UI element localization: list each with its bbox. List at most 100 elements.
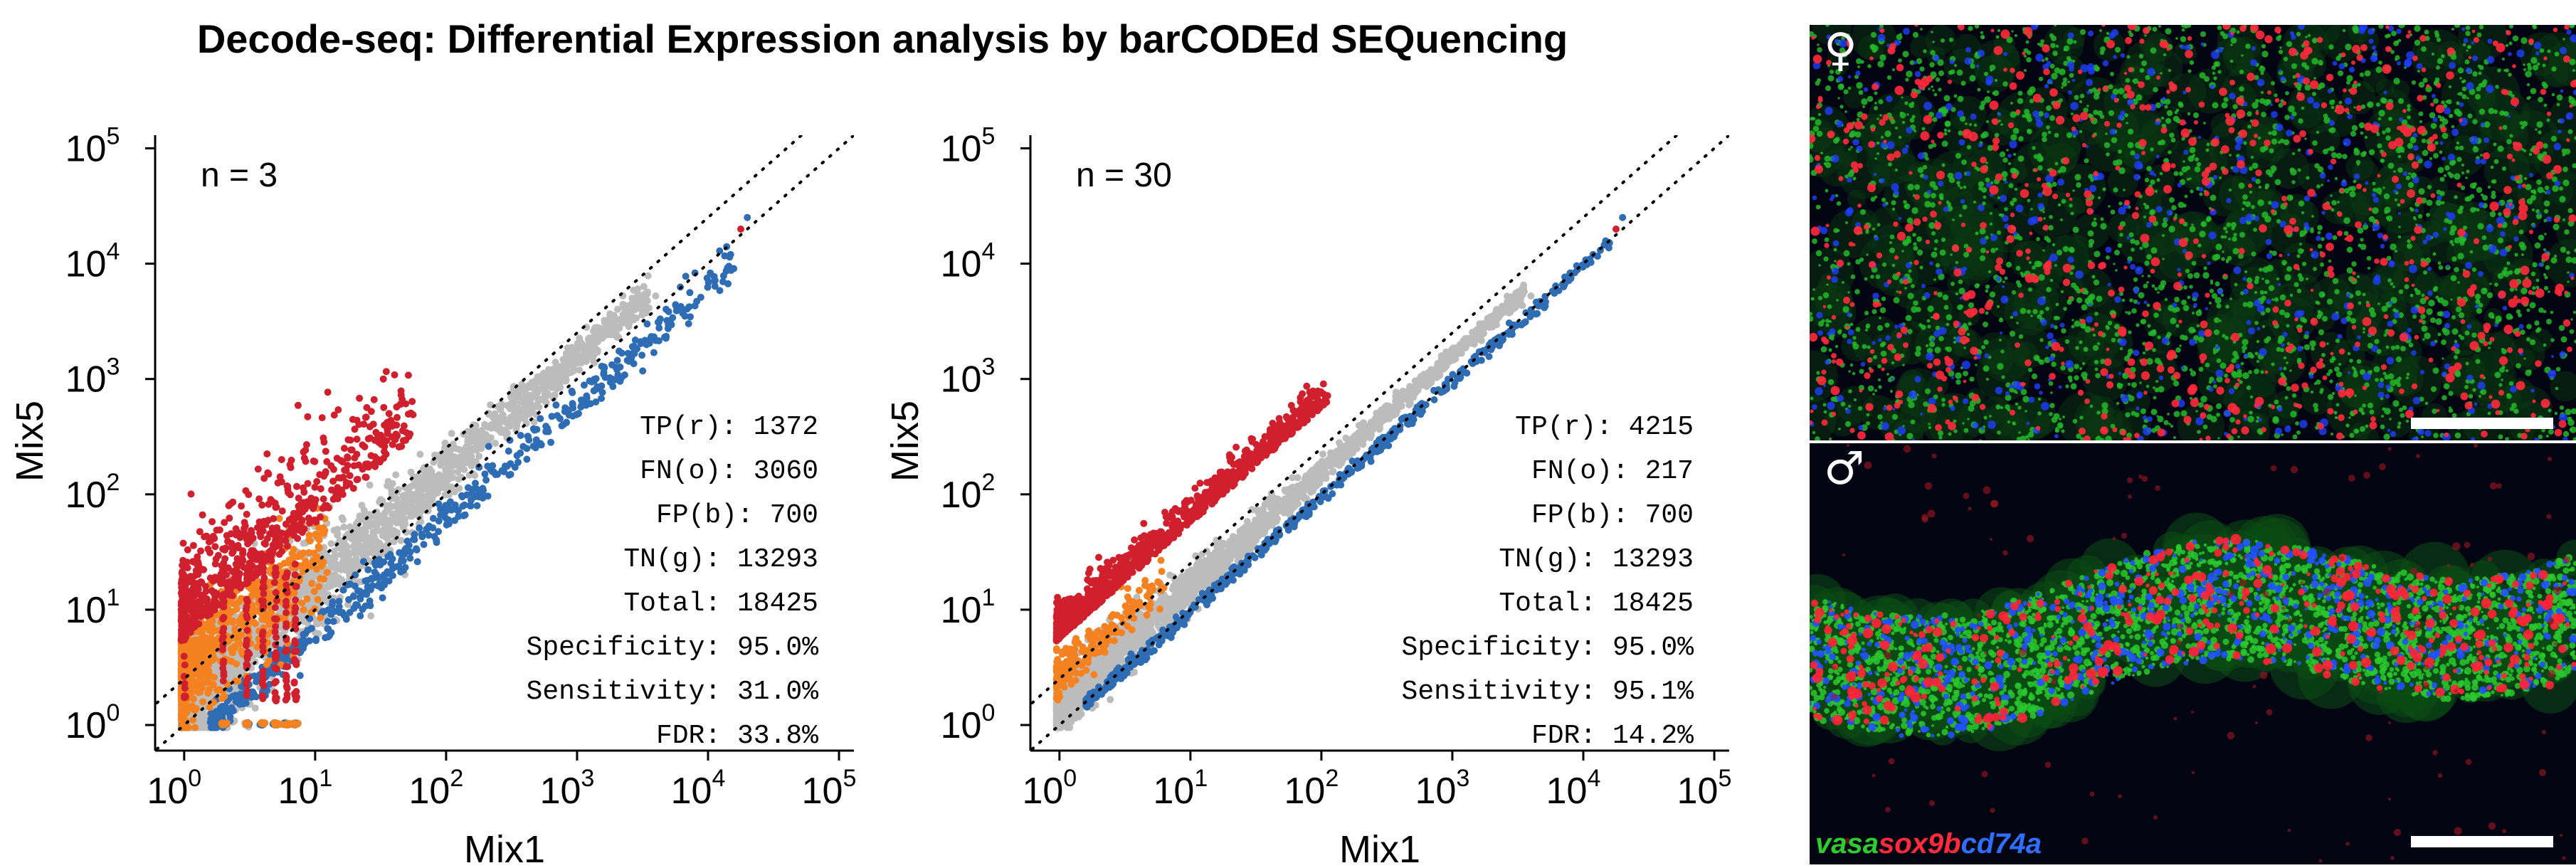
data-point: [199, 698, 207, 706]
data-point: [354, 475, 361, 483]
data-point: [614, 305, 621, 313]
data-point: [260, 517, 268, 525]
data-point: [403, 429, 411, 437]
data-point: [277, 640, 285, 647]
data-point: [429, 514, 437, 522]
data-point: [351, 454, 359, 462]
data-point: [611, 376, 618, 383]
data-point: [181, 561, 189, 569]
data-point: [259, 647, 267, 655]
data-point: [270, 578, 278, 586]
data-point: [270, 515, 278, 522]
data-point: [486, 422, 494, 430]
data-point: [273, 665, 280, 673]
data-point: [361, 577, 369, 585]
data-point: [522, 390, 529, 398]
data-point: [313, 532, 321, 540]
data-point: [505, 448, 512, 455]
data-point: [416, 480, 423, 488]
data-point: [569, 367, 577, 375]
data-point: [265, 657, 273, 665]
data-point: [335, 598, 343, 605]
data-point: [592, 398, 600, 406]
data-point: [744, 213, 751, 221]
data-point: [654, 318, 662, 326]
data-point: [237, 669, 245, 677]
data-point: [273, 615, 280, 623]
data-point: [608, 312, 616, 320]
data-point: [473, 502, 481, 509]
data-point: [210, 698, 218, 706]
data-point: [255, 495, 263, 503]
x-tick-label: 105: [802, 765, 857, 812]
data-point: [389, 510, 396, 518]
x-tick-label: 103: [540, 765, 595, 812]
data-point: [328, 601, 336, 609]
data-point: [448, 430, 455, 438]
data-point: [361, 529, 369, 537]
data-point: [342, 615, 350, 623]
data-point: [361, 602, 369, 610]
data-point: [222, 544, 230, 552]
data-point: [495, 423, 503, 431]
data-point: [633, 345, 640, 353]
data-point: [311, 457, 319, 465]
data-point: [196, 711, 204, 719]
data-point: [219, 677, 227, 684]
data-point: [580, 381, 588, 389]
data-point: [228, 608, 236, 615]
data-point: [224, 537, 231, 545]
data-point: [360, 558, 367, 566]
data-point: [691, 302, 699, 309]
data-point: [605, 321, 613, 329]
data-point: [505, 418, 512, 426]
data-point: [537, 415, 544, 423]
data-point: [278, 507, 286, 515]
data-point: [510, 391, 518, 398]
data-point: [562, 350, 570, 357]
data-point: [192, 704, 200, 712]
data-point: [283, 572, 290, 580]
data-point: [206, 625, 213, 633]
data-point: [356, 394, 364, 402]
data-point: [199, 629, 206, 637]
y-tick-label: 103: [65, 354, 120, 401]
data-point: [639, 367, 647, 375]
data-point: [634, 290, 642, 298]
data-point: [272, 719, 280, 727]
data-point: [265, 500, 273, 508]
data-point: [530, 391, 538, 398]
data-point: [251, 704, 259, 712]
data-point: [296, 672, 304, 679]
data-point: [591, 349, 598, 356]
data-point: [228, 649, 236, 657]
data-point: [246, 559, 253, 567]
data-point: [320, 524, 327, 531]
data-point: [305, 549, 313, 556]
data-point: [225, 502, 233, 509]
data-point: [605, 330, 613, 338]
data-point: [297, 591, 304, 599]
data-point: [633, 314, 640, 322]
data-point: [273, 532, 280, 540]
data-point: [313, 565, 321, 573]
data-point: [265, 470, 273, 478]
data-point: [245, 491, 253, 499]
data-point: [239, 550, 247, 558]
data-point: [388, 486, 396, 494]
y-tick-label: 102: [65, 469, 120, 516]
data-point: [437, 461, 445, 469]
data-point: [374, 547, 382, 555]
data-point: [645, 304, 653, 312]
data-point: [187, 490, 195, 498]
data-point: [293, 482, 300, 490]
data-point: [401, 498, 408, 506]
x-tick-label: 101: [278, 765, 332, 812]
data-point: [551, 359, 559, 366]
data-point: [243, 692, 250, 699]
data-point: [426, 496, 434, 504]
data-point: [503, 462, 511, 470]
data-point: [380, 571, 388, 579]
data-point: [187, 607, 195, 615]
data-point: [551, 369, 558, 377]
